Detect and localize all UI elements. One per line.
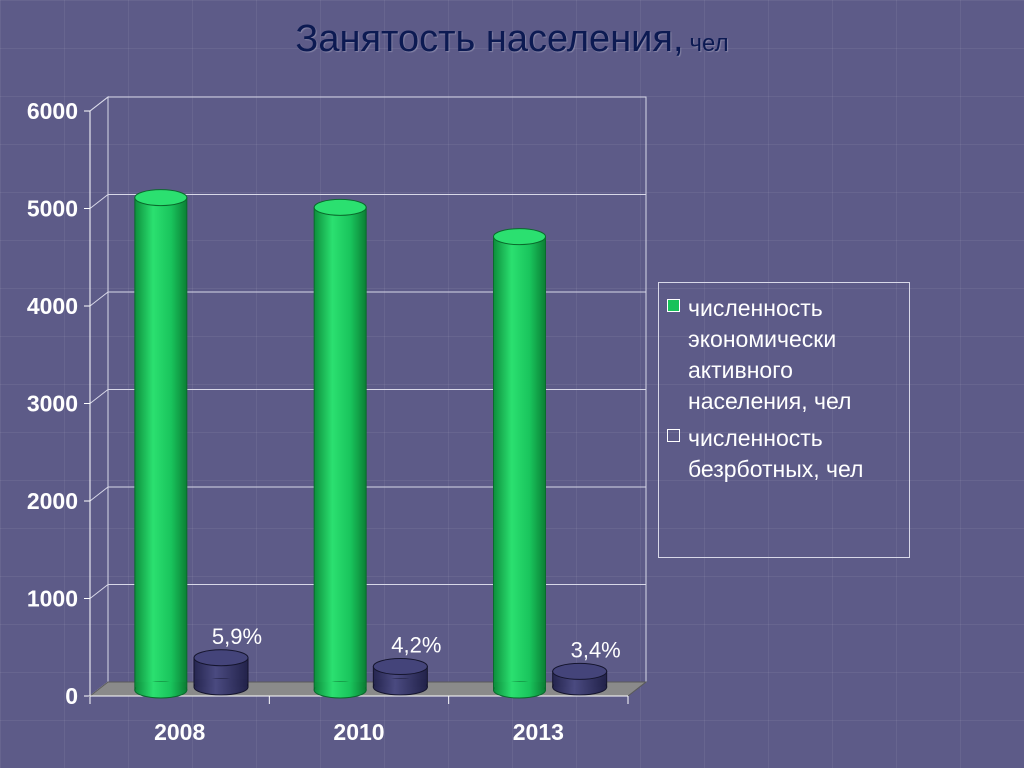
gridline-side: [89, 194, 109, 209]
y-tick-label: 4000: [27, 293, 78, 319]
active-bar-base-fill: [494, 682, 545, 690]
unemployed-bar-base-fill: [374, 679, 427, 687]
gridline-side: [89, 291, 109, 307]
gridline-side: [89, 96, 109, 112]
y-tick-label: 2000: [27, 488, 78, 514]
legend-item-active-population: численность экономически активного насел…: [667, 293, 903, 417]
unemployed-bar-top: [552, 662, 608, 680]
legend-label-active-population: численность экономически активного насел…: [688, 295, 852, 414]
legend-label-unemployed: численность безрботных, чел: [688, 425, 864, 482]
y-tick-label: 6000: [27, 98, 78, 124]
unemployed-bar-top: [193, 649, 249, 667]
active-bar-top: [493, 228, 546, 246]
active-bar-base-fill: [135, 682, 186, 690]
x-tick-label: 2008: [154, 719, 205, 745]
data-label: 4,2%: [391, 633, 441, 658]
unemployed-bar-top: [372, 658, 428, 676]
chart-title-text: Занятость населения,: [295, 18, 684, 60]
gridline-side: [89, 584, 109, 599]
gridline-side: [89, 389, 109, 404]
data-label: 5,9%: [212, 624, 262, 649]
y-tick-label: 0: [65, 683, 78, 709]
gridline-side: [89, 486, 109, 502]
data-label: 3,4%: [571, 637, 621, 662]
chart-legend: численность экономически активного насел…: [658, 282, 910, 558]
y-tick-label: 5000: [27, 196, 78, 222]
active-bar-top: [313, 198, 367, 216]
chart-title-unit: чел: [689, 30, 729, 57]
legend-item-unemployed: численность безрботных, чел: [667, 423, 903, 485]
active-bar-base-fill: [315, 682, 366, 690]
unemployed-bar-base-fill: [195, 679, 248, 687]
active-bar: [134, 197, 188, 691]
chart-title: Занятость населения, чел: [0, 18, 1024, 61]
y-tick-label: 3000: [27, 391, 78, 417]
legend-swatch-dark: [667, 429, 680, 442]
x-tick-label: 2013: [513, 719, 564, 745]
active-bar: [493, 236, 546, 691]
y-tick-label: 1000: [27, 586, 78, 612]
x-tick-label: 2010: [333, 719, 384, 745]
legend-swatch-green: [667, 299, 680, 312]
active-bar: [313, 206, 367, 691]
unemployed-bar-base-fill: [553, 679, 606, 687]
active-bar-top: [134, 189, 188, 207]
